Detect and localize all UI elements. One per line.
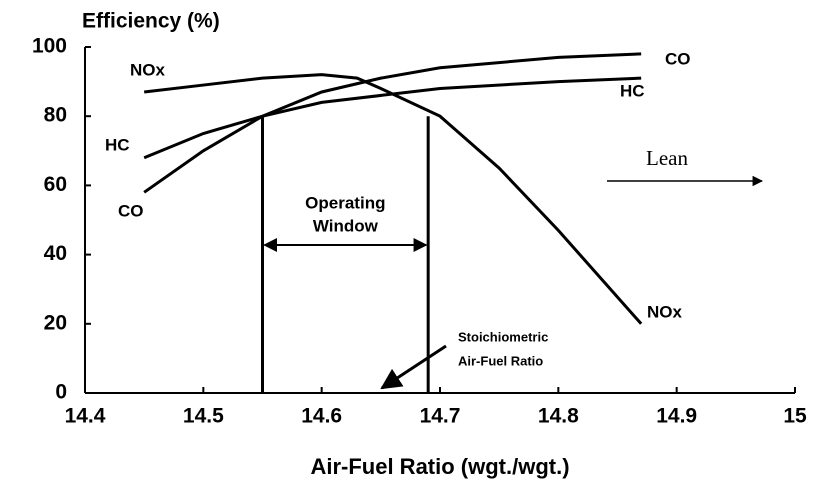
series-label: HC bbox=[105, 135, 130, 154]
y-tick-label: 20 bbox=[44, 311, 67, 334]
y-tick-label: 60 bbox=[44, 173, 67, 196]
x-tick-label: 14.4 bbox=[65, 405, 106, 428]
series-label: NOx bbox=[647, 302, 683, 321]
annotation: Stoichiometric bbox=[458, 329, 548, 344]
annotation: Air-Fuel Ratio bbox=[458, 353, 543, 368]
x-tick-label: 14.8 bbox=[538, 405, 579, 428]
window-label: Operating bbox=[305, 193, 385, 212]
x-tick-label: 14.7 bbox=[420, 405, 461, 428]
y-tick-label: 80 bbox=[44, 104, 67, 127]
series-label: CO bbox=[665, 49, 691, 68]
x-tick-label: 14.9 bbox=[656, 405, 697, 428]
y-tick-label: 100 bbox=[32, 35, 67, 58]
x-tick-label: 15 bbox=[783, 405, 807, 428]
x-tick-label: 14.5 bbox=[183, 405, 224, 428]
annotation-arrow bbox=[380, 344, 447, 390]
series-line bbox=[143, 76, 642, 160]
chart-title: Efficiency (%) bbox=[82, 10, 220, 33]
annotation: Lean bbox=[646, 146, 688, 170]
x-tick-label: 14.6 bbox=[301, 405, 342, 428]
series-label: CO bbox=[118, 201, 144, 220]
series-label: NOx bbox=[130, 60, 166, 79]
series-line bbox=[143, 73, 643, 325]
window-label: Window bbox=[313, 216, 379, 235]
series-line bbox=[143, 52, 642, 194]
series-label: HC bbox=[620, 81, 645, 100]
y-tick-label: 40 bbox=[44, 242, 67, 265]
x-axis-label: Air-Fuel Ratio (wgt./wgt.) bbox=[310, 454, 569, 479]
y-tick-label: 0 bbox=[55, 381, 67, 404]
